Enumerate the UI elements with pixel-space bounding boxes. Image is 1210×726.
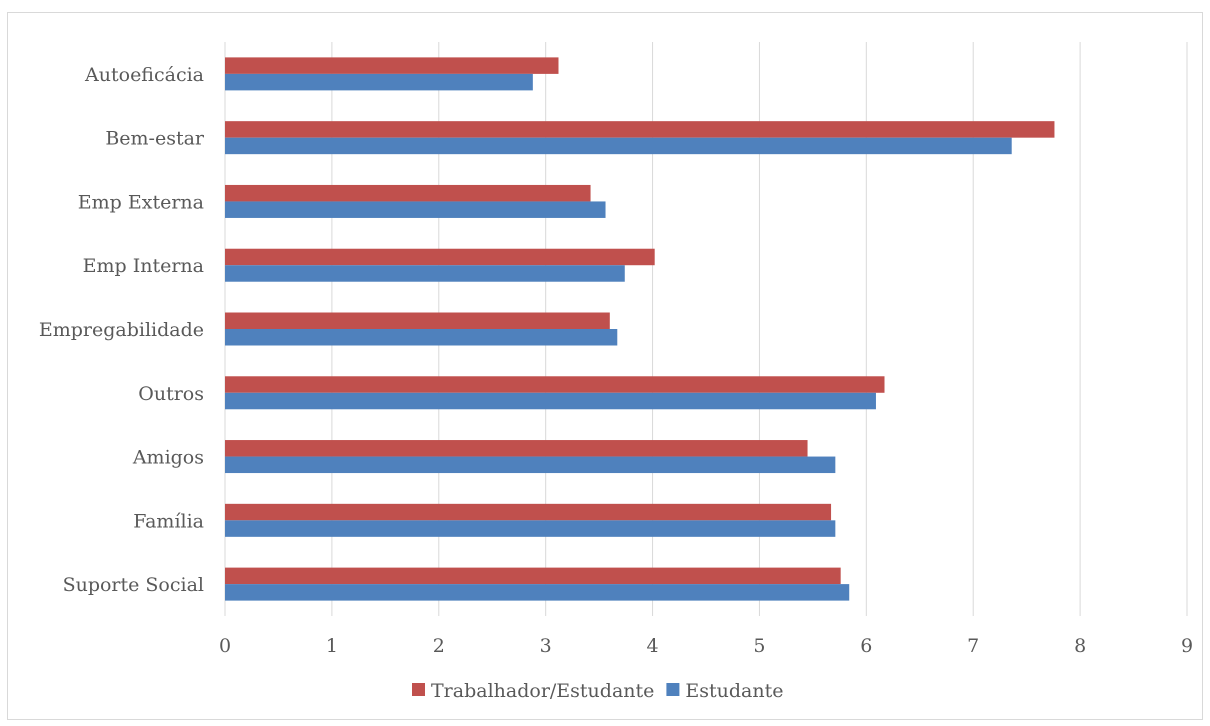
bar-estudante bbox=[225, 456, 836, 474]
bar-trabalhador-estudante bbox=[225, 57, 559, 74]
legend-label: Estudante bbox=[685, 680, 783, 702]
category-label: Emp Interna bbox=[83, 255, 204, 277]
bar-trabalhador-estudante bbox=[225, 121, 1055, 138]
x-tick-label: 0 bbox=[219, 635, 231, 657]
category-label: Autoeficácia bbox=[84, 64, 204, 86]
legend-label: Trabalhador/Estudante bbox=[431, 680, 654, 702]
bar-estudante bbox=[225, 520, 836, 537]
x-tick-label: 9 bbox=[1181, 635, 1193, 657]
category-label: Família bbox=[133, 510, 204, 532]
bar-trabalhador-estudante bbox=[225, 503, 832, 521]
x-tick-label: 6 bbox=[860, 635, 872, 657]
bar-estudante bbox=[225, 392, 876, 410]
category-label: Outros bbox=[138, 383, 204, 405]
category-label: Empregabilidade bbox=[39, 319, 204, 341]
x-tick-label: 2 bbox=[433, 635, 445, 657]
x-tick-label: 1 bbox=[326, 635, 338, 657]
bar-estudante bbox=[225, 137, 1012, 155]
category-label: Emp Externa bbox=[78, 191, 204, 213]
bar-trabalhador-estudante bbox=[225, 440, 808, 457]
legend-swatch bbox=[666, 683, 680, 696]
bar-estudante bbox=[225, 265, 625, 282]
bar-estudante bbox=[225, 329, 618, 346]
bar-trabalhador-estudante bbox=[225, 312, 610, 329]
x-tick-label: 8 bbox=[1074, 635, 1086, 657]
x-tick-label: 7 bbox=[967, 635, 979, 657]
bar-estudante bbox=[225, 584, 850, 601]
category-label: Suporte Social bbox=[63, 574, 204, 596]
bar-trabalhador-estudante bbox=[225, 376, 885, 393]
bar-trabalhador-estudante bbox=[225, 567, 841, 585]
bar-trabalhador-estudante bbox=[225, 248, 655, 266]
bar-estudante bbox=[225, 73, 533, 91]
x-tick-label: 5 bbox=[753, 635, 765, 657]
bar-trabalhador-estudante bbox=[225, 184, 591, 202]
x-tick-label: 3 bbox=[540, 635, 552, 657]
x-tick-label: 4 bbox=[647, 635, 659, 657]
category-label: Bem-estar bbox=[105, 128, 205, 150]
category-label: Amigos bbox=[132, 447, 204, 469]
bar-estudante bbox=[225, 201, 606, 218]
legend-swatch bbox=[412, 683, 425, 696]
